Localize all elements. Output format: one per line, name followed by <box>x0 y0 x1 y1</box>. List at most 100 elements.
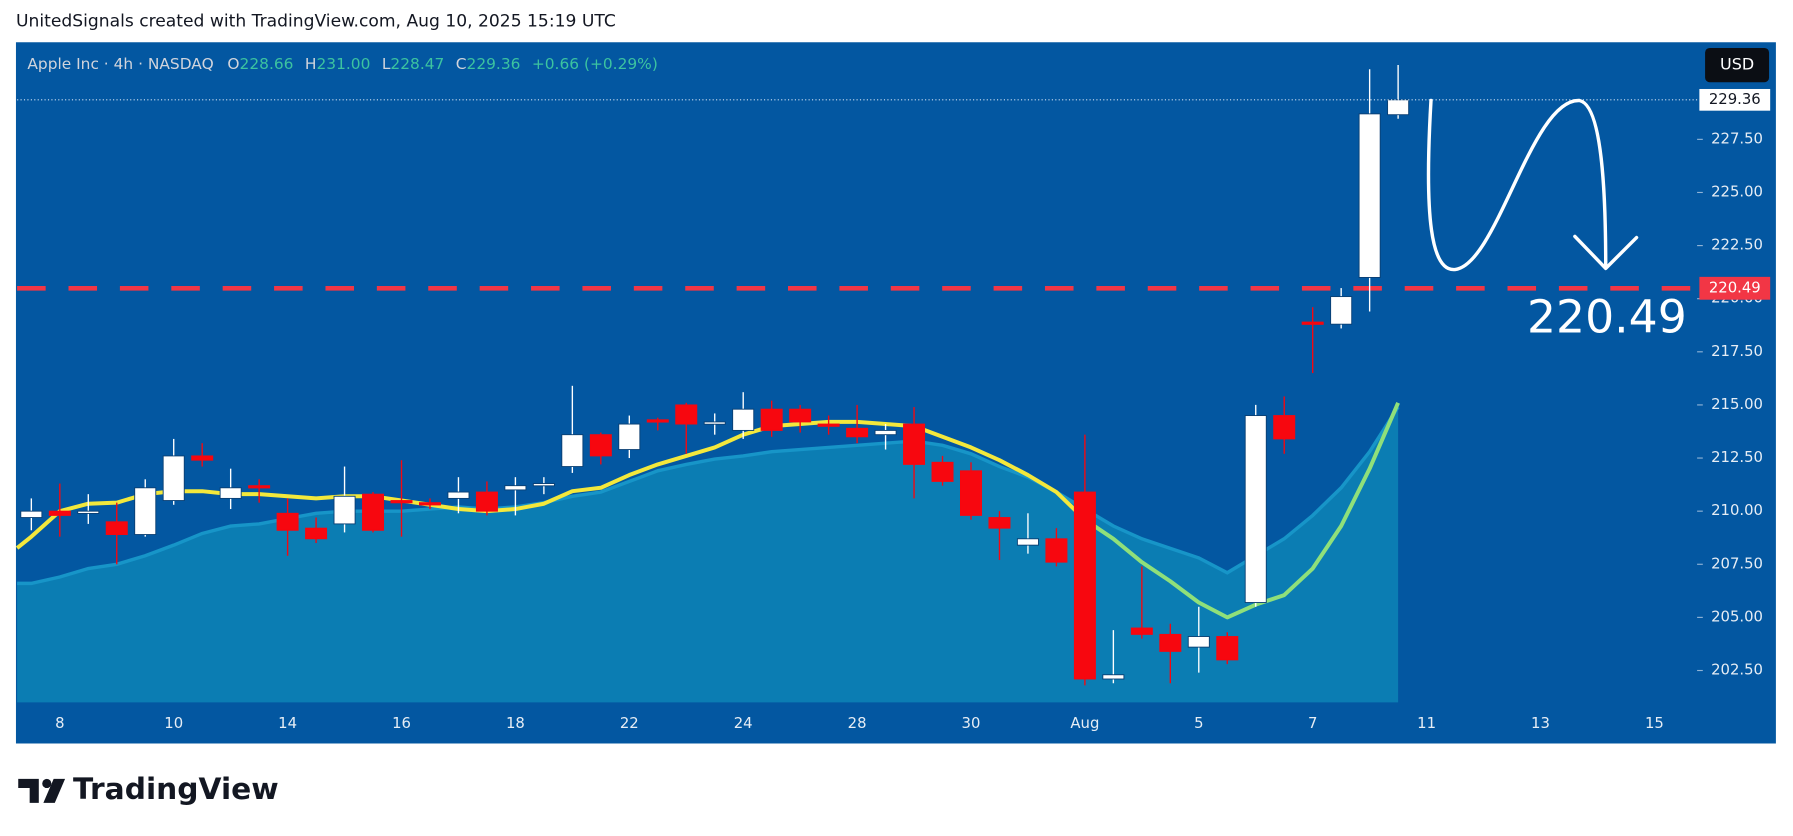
legend-text: C <box>456 54 467 72</box>
y-tick-label: 215.00 <box>1711 396 1763 413</box>
x-tick-label: 22 <box>620 715 639 732</box>
x-tick-label: 8 <box>55 715 64 732</box>
x-tick-label: 28 <box>848 715 867 732</box>
candle-body <box>561 434 584 468</box>
logo-mark <box>42 778 52 789</box>
candle-body <box>589 434 612 457</box>
candle-body <box>248 485 271 489</box>
candle-body <box>874 429 897 436</box>
candle-body <box>20 510 43 518</box>
drawn-arrow-head <box>1573 234 1639 271</box>
candle-body <box>333 495 356 525</box>
brand-logo <box>18 778 66 803</box>
legend-text: 228.66 <box>240 54 294 72</box>
candle-body <box>1216 636 1239 661</box>
candle-body <box>219 487 242 499</box>
annotation: 220.49 <box>1527 290 1687 343</box>
drawn-arrow <box>1426 98 1608 272</box>
logo-mark <box>18 778 39 803</box>
candle-body <box>390 500 413 504</box>
level-badge <box>1699 276 1771 300</box>
y-tick-label: 210.00 <box>1711 502 1763 519</box>
legend-text: 228.47 <box>390 54 444 72</box>
area-line <box>17 406 1400 586</box>
candle-body <box>1358 113 1381 278</box>
candle-body <box>817 423 840 427</box>
x-tick-label: 15 <box>1645 715 1664 732</box>
plot-area <box>15 64 1698 703</box>
candle-body <box>191 455 214 461</box>
x-tick-label: 7 <box>1308 715 1317 732</box>
x-tick-label: 14 <box>278 715 297 732</box>
candle-body <box>1102 674 1125 680</box>
candle-body <box>305 527 328 540</box>
x-tick-label: 11 <box>1417 715 1436 732</box>
y-tick-label: 205.00 <box>1711 608 1763 625</box>
legend-text: O <box>227 54 239 72</box>
candle-body <box>1187 636 1210 648</box>
candle-body <box>418 502 441 506</box>
candle-body <box>447 491 470 499</box>
y-tick-label: 225.00 <box>1711 183 1763 200</box>
caption: UnitedSignals created with TradingView.c… <box>16 12 616 32</box>
legend-text: 229.36 <box>467 54 521 72</box>
candle-body <box>1016 538 1039 546</box>
candle-body <box>675 404 698 425</box>
candle-body <box>1387 99 1410 116</box>
currency-button[interactable] <box>1705 47 1770 83</box>
candle-body <box>1244 415 1267 603</box>
candle-body <box>105 521 128 535</box>
candle-body <box>646 419 669 423</box>
candle-body <box>1073 491 1096 680</box>
legend-text: 231.00 <box>316 54 370 72</box>
candle-body <box>703 421 726 425</box>
candle-body <box>960 470 982 516</box>
last-price-badge <box>1699 88 1771 111</box>
y-tick-label: 212.50 <box>1711 449 1763 466</box>
x-tick-label: 13 <box>1531 715 1550 732</box>
candle-body <box>362 493 385 531</box>
candle-body <box>134 487 157 535</box>
candle-body <box>1330 296 1353 325</box>
x-tick-label: 16 <box>392 715 411 732</box>
candle-body <box>903 423 926 465</box>
candle-body <box>789 408 812 423</box>
candle-body <box>77 510 100 514</box>
y-tick-label: 217.50 <box>1711 343 1763 360</box>
candle-body <box>931 461 954 482</box>
candle-body <box>1159 633 1182 652</box>
candle-body <box>1130 627 1153 635</box>
candle-body <box>532 483 555 487</box>
level-label: 220.49 <box>1709 279 1761 296</box>
candle-body <box>475 491 498 512</box>
legend: Apple Inc · 4h · NASDAQ O228.66 H231.00 L22… <box>27 54 657 72</box>
candle-body <box>1301 321 1324 325</box>
last-price-label: 229.36 <box>1709 91 1761 108</box>
candle-body <box>732 408 755 431</box>
candle-body <box>618 423 641 451</box>
legend-text: H <box>305 54 317 72</box>
ma-line <box>1083 402 1400 620</box>
candle-body <box>504 485 527 491</box>
candle-body <box>1273 415 1296 440</box>
x-tick-label: 10 <box>164 715 183 732</box>
legend-text: L <box>382 54 391 72</box>
currency-label[interactable]: USD <box>1720 55 1754 74</box>
candle-body <box>988 517 1011 529</box>
candle-body <box>846 427 869 438</box>
x-tick-label: Aug <box>1070 715 1099 732</box>
candle-body <box>48 510 71 516</box>
x-tick-label: 30 <box>962 715 981 732</box>
y-tick-label: 202.50 <box>1711 662 1763 679</box>
legend-text: +0.66 (+0.29%) <box>532 54 658 72</box>
area <box>17 407 1399 703</box>
logo-mark <box>43 778 66 803</box>
candle-body <box>276 512 299 531</box>
candle-body <box>760 408 783 431</box>
x-tick-label: 24 <box>734 715 753 732</box>
x-tick-label: 5 <box>1194 715 1203 732</box>
y-tick-label: 227.50 <box>1711 130 1763 147</box>
candle-body <box>162 455 185 501</box>
